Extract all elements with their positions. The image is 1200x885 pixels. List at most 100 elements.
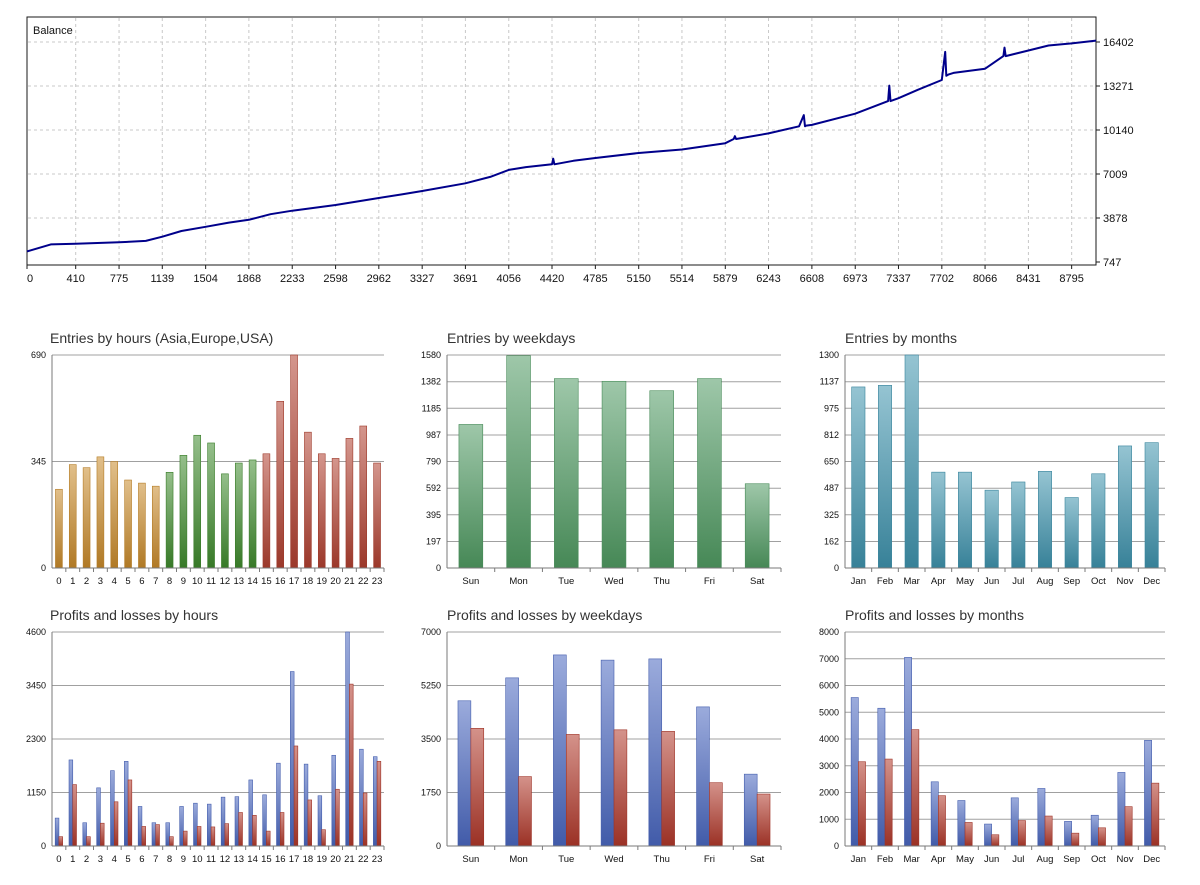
- pl-hours-y-tick-label: 3450: [26, 681, 46, 691]
- balance-x-tick-label: 4785: [583, 273, 607, 285]
- pl-hours-profit-bar: [359, 748, 364, 847]
- hours-y-tick-label: 0: [41, 563, 46, 573]
- pl-months-loss-bar: [911, 729, 920, 847]
- balance-x-tick-label: 1868: [237, 273, 261, 285]
- hours-bar: [110, 461, 119, 569]
- pl-months-y-tick-label: 7000: [819, 654, 839, 664]
- pl-weekdays-profit-bar: [600, 659, 615, 847]
- pl-weekdays-y-tick-label: 0: [436, 841, 441, 851]
- pl-hours-x-tick-label: 5: [125, 854, 130, 865]
- weekdays-bar: [601, 380, 627, 569]
- pl-months-profit-bar: [1010, 797, 1019, 847]
- pl-months-profit-bar: [957, 800, 966, 847]
- pl-by-hours-title: Profits and losses by hours: [50, 607, 218, 623]
- hours-x-tick-label: 18: [303, 576, 314, 587]
- balance-grid: [28, 18, 1095, 264]
- pl-weekdays-loss-bar: [613, 729, 628, 847]
- months-bar: [984, 489, 999, 569]
- pl-weekdays-x-tick-label: Sun: [462, 854, 479, 865]
- pl-weekdays-x-tick-label: Tue: [558, 854, 574, 865]
- pl-hours-x-tick-label: 7: [153, 854, 158, 865]
- months-x-tick-label: Jan: [851, 576, 866, 587]
- balance-series-line: [26, 39, 1097, 253]
- pl-hours-x-tick-label: 1: [70, 854, 75, 865]
- hours-x-tick-label: 19: [316, 576, 327, 587]
- weekdays-y-tick-label: 592: [426, 483, 441, 493]
- balance-x-tick-label: 6973: [843, 273, 867, 285]
- months-bar: [931, 471, 946, 569]
- pl-hours-x-tick-label: 22: [358, 854, 369, 865]
- weekdays-bar: [649, 390, 674, 569]
- balance-x-tick-label: 1504: [193, 273, 217, 285]
- pl-months-loss-bar: [964, 822, 973, 847]
- weekdays-bar: [506, 355, 531, 569]
- pl-months-y-tick-label: 5000: [819, 707, 839, 717]
- months-bar: [1038, 471, 1052, 569]
- pl-weekdays-profit-bar: [648, 658, 663, 847]
- months-bar: [1064, 497, 1079, 569]
- pl-months-x-tick-label: Oct: [1091, 854, 1106, 865]
- months-bar: [1118, 445, 1132, 569]
- weekdays-y-tick-label: 1185: [422, 403, 441, 413]
- weekdays-x-tick-label: Sat: [750, 576, 765, 587]
- pl-hours-x-tick-label: 8: [167, 854, 172, 865]
- pl-months-profit-bar: [1144, 740, 1152, 847]
- pl-weekdays-loss-bar: [565, 734, 580, 847]
- pl-hours-loss-bar: [155, 824, 160, 847]
- pl-months-loss-bar: [1071, 832, 1080, 847]
- weekdays-x-tick-label: Mon: [509, 576, 527, 587]
- pl-months-x-tick-label: Dec: [1143, 854, 1160, 865]
- pl-months-loss-bar: [1151, 782, 1160, 847]
- pl-hours-profit-bar: [137, 806, 143, 847]
- hours-bar: [262, 453, 271, 569]
- weekdays-x-tick-label: Tue: [558, 576, 574, 587]
- balance-x-tick-label: 4056: [497, 273, 521, 285]
- pl-hours-loss-bar: [362, 792, 368, 847]
- hours-x-tick-label: 15: [261, 576, 272, 587]
- pl-hours-profit-bar: [262, 794, 267, 847]
- hours-x-tick-label: 5: [125, 576, 130, 587]
- pl-hours-loss-bar: [376, 761, 382, 847]
- hours-x-tick-label: 6: [139, 576, 144, 587]
- balance-x-tick-label: 5879: [713, 273, 737, 285]
- pl-months-x-tick-label: Sep: [1063, 854, 1080, 865]
- months-bar: [904, 354, 919, 569]
- pl-by-weekdays-title: Profits and losses by weekdays: [447, 607, 642, 623]
- pl-hours-profit-bar: [68, 759, 74, 847]
- balance-x-tick-label: 7702: [930, 273, 954, 285]
- pl-months-profit-bar: [904, 657, 912, 847]
- pl-by-weekdays-chart: Profits and losses by weekdays 0 1750 3500…: [421, 607, 782, 865]
- hours-bar: [96, 456, 105, 569]
- weekdays-bar: [554, 378, 579, 569]
- pl-months-y-tick-label: 0: [834, 841, 839, 851]
- pl-hours-x-tick-label: 4: [112, 854, 117, 865]
- pl-hours-loss-bar: [127, 779, 133, 847]
- pl-hours-loss-bar: [86, 836, 91, 847]
- pl-hours-x-tick-label: 11: [206, 854, 216, 865]
- hours-x-tick-label: 11: [206, 576, 216, 587]
- balance-y-axis: 747 3878 7009 10140 13271 16402: [1096, 37, 1134, 269]
- pl-months-y-tick-label: 8000: [819, 627, 839, 637]
- weekdays-y-tick-label: 987: [426, 430, 441, 440]
- balance-y-tick-label: 3878: [1103, 213, 1127, 225]
- pl-weekdays-y-tick-label: 1750: [421, 788, 441, 798]
- pl-hours-x-tick-label: 19: [316, 854, 327, 865]
- pl-months-profit-bar: [1037, 788, 1046, 847]
- pl-hours-loss-bar: [183, 830, 188, 847]
- balance-x-tick-label: 8431: [1016, 273, 1040, 285]
- pl-months-profit-bar: [1090, 814, 1099, 847]
- hours-bar: [138, 482, 146, 569]
- pl-hours-loss-bar: [349, 683, 354, 847]
- weekdays-bar: [697, 378, 722, 569]
- pl-months-x-tick-label: Nov: [1117, 854, 1134, 865]
- hours-bar: [179, 455, 188, 569]
- pl-hours-y-tick-label: 2300: [26, 734, 46, 744]
- hours-x-tick-label: 1: [70, 576, 75, 587]
- pl-weekdays-profit-bar: [505, 677, 519, 847]
- months-x-tick-label: May: [956, 576, 974, 587]
- pl-hours-loss-bar: [196, 826, 202, 847]
- entries-by-weekdays-title: Entries by weekdays: [447, 330, 575, 346]
- pl-hours-y-tick-label: 4600: [26, 627, 46, 637]
- pl-months-loss-bar: [938, 795, 946, 847]
